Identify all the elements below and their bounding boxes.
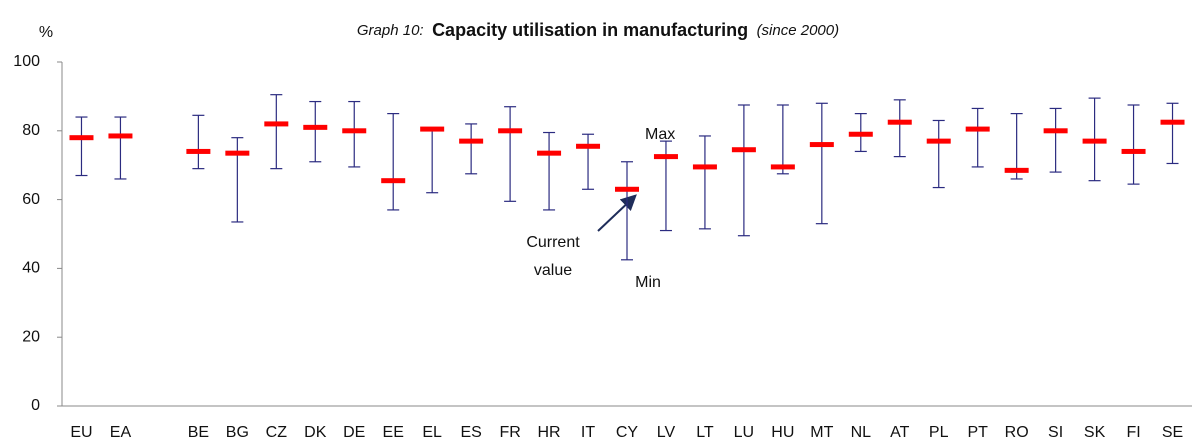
x-tick-label: DK bbox=[304, 424, 327, 441]
x-tick-label: LU bbox=[734, 424, 754, 441]
current-marker bbox=[731, 147, 756, 153]
current-marker bbox=[1004, 167, 1029, 173]
current-marker bbox=[264, 121, 289, 127]
x-tick-label: EU bbox=[70, 424, 92, 441]
current-marker bbox=[692, 164, 717, 170]
y-tick-label: 80 bbox=[22, 122, 40, 139]
x-tick-label: FR bbox=[499, 424, 520, 441]
x-tick-label: IT bbox=[581, 424, 595, 441]
x-tick-label: PL bbox=[929, 424, 949, 441]
title-main: Capacity utilisation in manufacturing bbox=[432, 20, 748, 40]
current-marker bbox=[381, 178, 406, 184]
current-marker bbox=[1082, 138, 1107, 144]
current-marker bbox=[809, 142, 834, 148]
title-prefix: Graph 10: bbox=[357, 22, 424, 39]
x-tick-label: BG bbox=[226, 424, 249, 441]
x-tick-label: RO bbox=[1005, 424, 1029, 441]
current-marker bbox=[926, 138, 951, 144]
x-tick-label: SI bbox=[1048, 424, 1063, 441]
x-tick-label: SE bbox=[1162, 424, 1183, 441]
x-tick-label: SK bbox=[1084, 424, 1106, 441]
current-marker bbox=[459, 138, 484, 144]
x-tick-label: NL bbox=[851, 424, 872, 441]
current-marker bbox=[108, 133, 133, 139]
x-tick-label: MT bbox=[810, 424, 833, 441]
x-tick-label: PT bbox=[967, 424, 988, 441]
annotation-current: value bbox=[534, 262, 572, 279]
y-tick-label: 0 bbox=[31, 397, 40, 414]
x-tick-label: EE bbox=[383, 424, 404, 441]
current-marker bbox=[420, 126, 445, 132]
current-marker bbox=[965, 126, 990, 132]
x-tick-label: ES bbox=[460, 424, 481, 441]
x-tick-label: BE bbox=[188, 424, 209, 441]
annotation-current: Current bbox=[526, 234, 580, 251]
x-tick-label: EL bbox=[422, 424, 442, 441]
annotation-min: Min bbox=[635, 274, 661, 291]
current-marker bbox=[887, 119, 912, 125]
current-marker bbox=[225, 150, 250, 156]
current-marker bbox=[69, 135, 94, 141]
x-tick-label: FI bbox=[1126, 424, 1140, 441]
chart-title: Graph 10: Capacity utilisation in manufa… bbox=[357, 20, 839, 40]
x-tick-label: LT bbox=[696, 424, 714, 441]
x-tick-label: CY bbox=[616, 424, 639, 441]
current-marker bbox=[653, 154, 678, 160]
current-marker bbox=[498, 128, 523, 134]
annotation-max: Max bbox=[645, 126, 675, 143]
current-marker bbox=[186, 148, 211, 154]
current-marker bbox=[576, 143, 601, 149]
current-marker bbox=[1043, 128, 1068, 134]
current-marker bbox=[1121, 148, 1146, 154]
current-marker bbox=[770, 164, 795, 170]
current-marker bbox=[537, 150, 562, 156]
x-tick-label: DE bbox=[343, 424, 365, 441]
x-tick-label: HU bbox=[771, 424, 794, 441]
current-marker bbox=[848, 131, 873, 137]
y-tick-label: 20 bbox=[22, 328, 40, 345]
y-tick-label: 100 bbox=[13, 53, 40, 70]
x-tick-label: HR bbox=[538, 424, 561, 441]
y-tick-label: 40 bbox=[22, 260, 40, 277]
x-tick-label: EA bbox=[110, 424, 132, 441]
current-marker bbox=[615, 186, 639, 192]
current-marker bbox=[342, 128, 367, 134]
current-marker bbox=[1160, 119, 1185, 125]
x-tick-label: AT bbox=[890, 424, 909, 441]
x-tick-label: CZ bbox=[266, 424, 288, 441]
y-axis-label: % bbox=[39, 24, 53, 41]
current-marker bbox=[303, 124, 328, 130]
x-tick-label: LV bbox=[657, 424, 676, 441]
title-suffix: (since 2000) bbox=[757, 22, 840, 39]
annotation-arrow bbox=[597, 194, 637, 232]
y-tick-label: 60 bbox=[22, 191, 40, 208]
